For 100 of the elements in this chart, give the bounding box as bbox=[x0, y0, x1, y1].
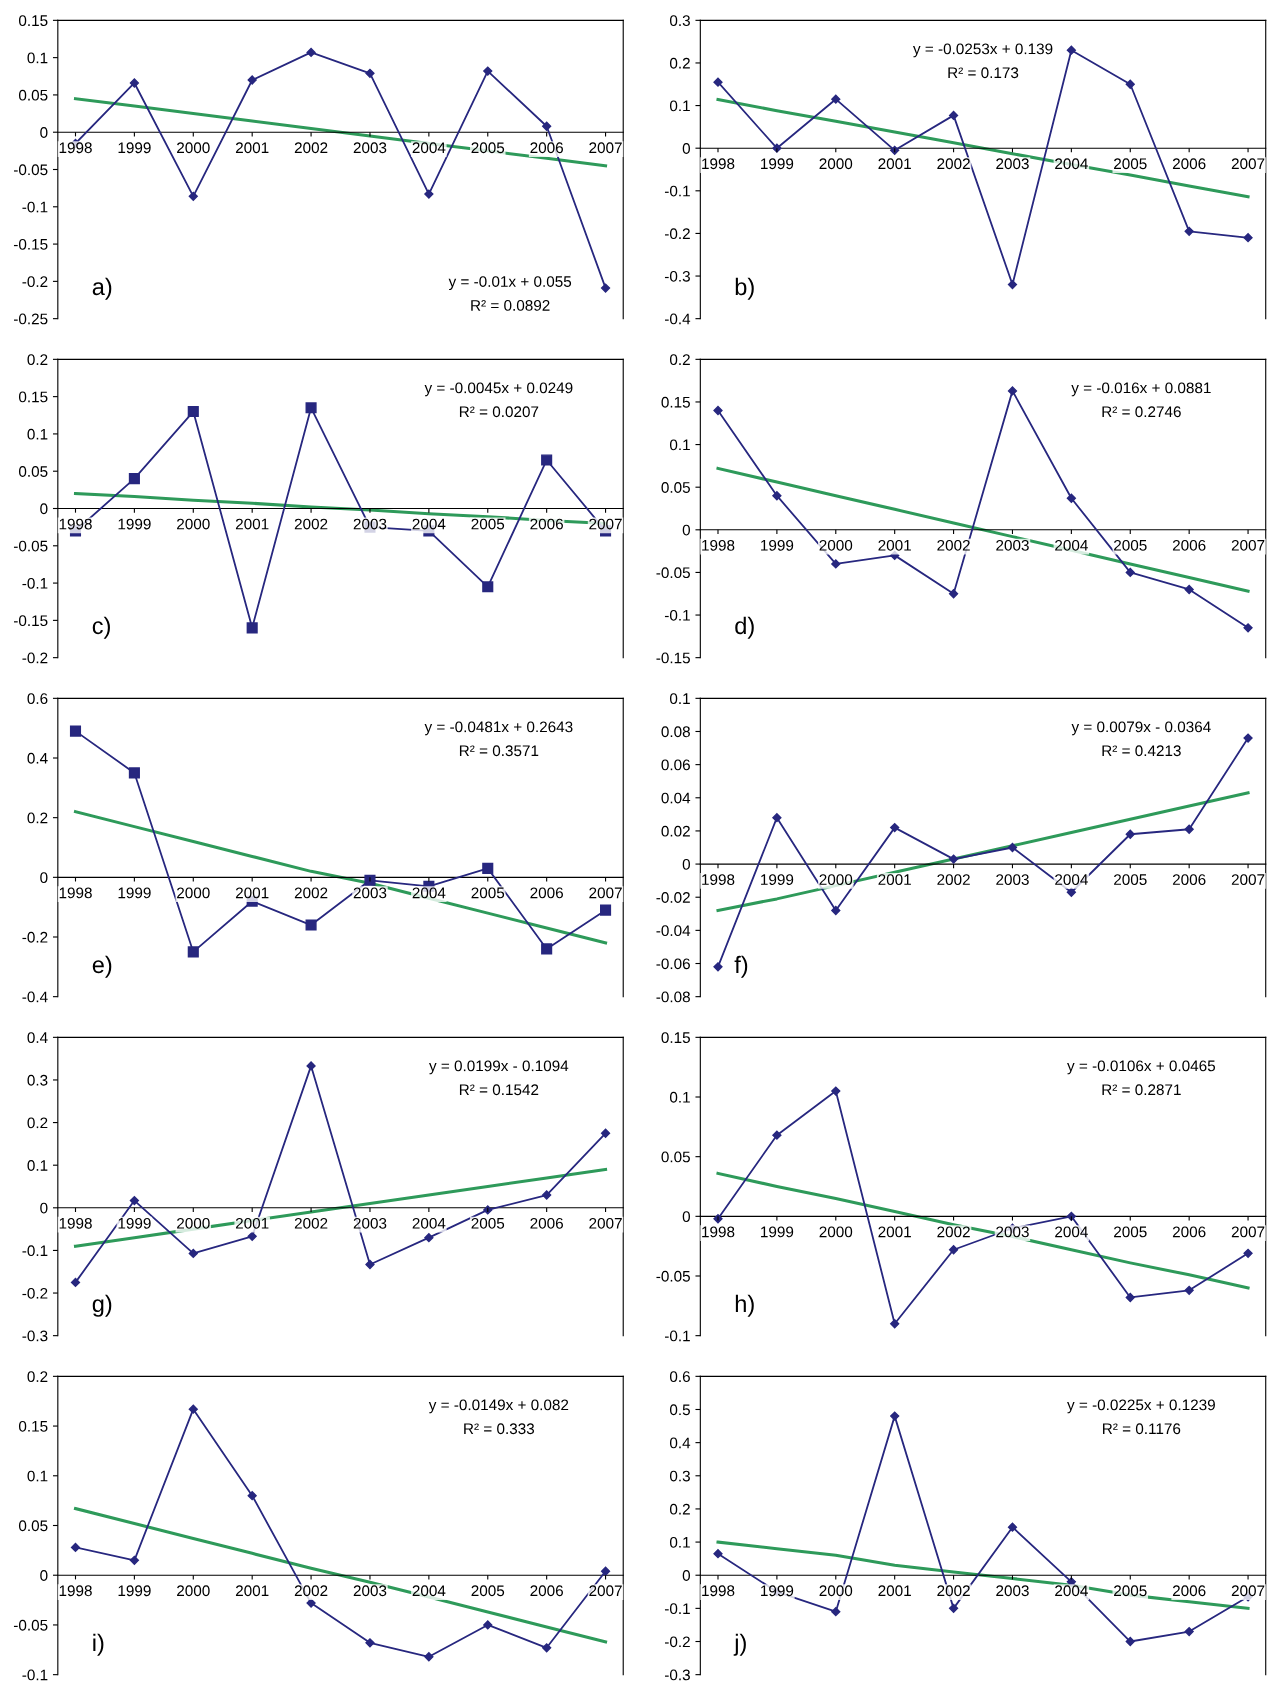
x-tick-label: 2007 bbox=[589, 518, 622, 530]
annotation: y = -0.0253x + 0.139 bbox=[912, 43, 1053, 58]
x-tick-label: 2000 bbox=[177, 1217, 210, 1229]
y-tick-label: 0.15 bbox=[18, 15, 48, 27]
y-tick-label: -0.05 bbox=[656, 567, 690, 579]
x-tick-label: 2006 bbox=[530, 142, 563, 154]
x-tick-label: 2006 bbox=[1172, 1226, 1206, 1238]
x-tick-label: 1999 bbox=[761, 539, 794, 551]
y-tick-label: -0.05 bbox=[13, 164, 48, 176]
x-tick-label: 2001 bbox=[235, 1217, 269, 1229]
x-tick-label: 2001 bbox=[235, 142, 269, 154]
y-tick-label: 0.1 bbox=[669, 1091, 690, 1103]
y-tick-label: -0.08 bbox=[656, 991, 690, 1003]
x-tick-label: 2005 bbox=[471, 142, 505, 154]
y-tick-label: 0.6 bbox=[27, 693, 48, 705]
y-tick-label: 0 bbox=[40, 127, 48, 138]
x-tick-label: 2002 bbox=[937, 1585, 970, 1597]
x-tick-label: 1999 bbox=[761, 874, 794, 886]
annotation: R² = 0.0892 bbox=[471, 300, 550, 311]
annotation: R² = 0.0207 bbox=[459, 406, 539, 418]
annotation: R² = 0.333 bbox=[464, 1423, 535, 1435]
y-tick-label: 0.2 bbox=[669, 354, 690, 366]
x-tick-label: 2006 bbox=[530, 887, 563, 899]
x-tick-label: 2001 bbox=[878, 874, 911, 886]
y-tick-label: 0.04 bbox=[661, 792, 691, 804]
x-tick-label: 2005 bbox=[471, 518, 505, 530]
x-tick-label: 2000 bbox=[819, 1585, 853, 1597]
x-tick-label: 1998 bbox=[59, 1217, 92, 1229]
x-tick-label: 2004 bbox=[412, 142, 446, 154]
x-tick-label: 1999 bbox=[761, 158, 794, 170]
y-tick-label: -0.05 bbox=[656, 1270, 690, 1282]
x-tick-label: 1998 bbox=[702, 539, 735, 551]
x-tick-label: 2003 bbox=[353, 1217, 387, 1229]
y-tick-label: 0.05 bbox=[661, 1151, 690, 1163]
x-tick-label: 2004 bbox=[412, 1585, 446, 1597]
annotation: R² = 0.1542 bbox=[459, 1084, 539, 1096]
annotation: e) bbox=[92, 955, 112, 978]
annotation: y = -0.01x + 0.055 bbox=[448, 276, 572, 290]
x-tick-label: 2007 bbox=[589, 142, 622, 154]
x-tick-label: 1998 bbox=[59, 142, 92, 154]
x-tick-label: 2002 bbox=[937, 1226, 970, 1238]
y-tick-label: -0.2 bbox=[22, 931, 48, 943]
x-tick-label: 2007 bbox=[1231, 1226, 1265, 1238]
y-tick-label: 0.2 bbox=[669, 1503, 690, 1515]
x-tick-label: 1998 bbox=[59, 1585, 92, 1597]
x-tick-label: 2007 bbox=[1231, 1585, 1265, 1597]
x-tick-label: 1999 bbox=[118, 1217, 151, 1229]
y-tick-label: 0.3 bbox=[669, 15, 690, 27]
x-tick-label: 1999 bbox=[118, 1585, 151, 1597]
x-tick-label: 2005 bbox=[471, 1217, 505, 1229]
y-tick-label: 0.2 bbox=[27, 1117, 48, 1129]
y-tick-label: 0.15 bbox=[18, 391, 48, 403]
y-tick-label: 0.1 bbox=[669, 693, 690, 705]
annotation: c) bbox=[92, 616, 110, 639]
y-tick-label: -0.2 bbox=[22, 652, 48, 664]
x-tick-label: 2001 bbox=[878, 158, 911, 170]
y-tick-label: 0.15 bbox=[661, 396, 690, 408]
x-tick-label: 2003 bbox=[353, 142, 387, 154]
y-tick-label: -0.1 bbox=[22, 201, 48, 213]
annotation: y = -0.0225x + 0.1239 bbox=[1067, 1399, 1215, 1414]
annotation: y = -0.0481x + 0.2643 bbox=[424, 721, 573, 736]
x-tick-label: 1999 bbox=[118, 142, 151, 154]
x-tick-label: 2003 bbox=[353, 887, 387, 899]
y-tick-label: -0.1 bbox=[22, 1245, 48, 1257]
annotation: y = 0.0199x - 0.1094 bbox=[429, 1060, 569, 1075]
x-tick-label: 2006 bbox=[530, 518, 563, 530]
annotation: i) bbox=[93, 1633, 104, 1656]
y-tick-label: 0.1 bbox=[27, 428, 48, 440]
x-tick-label: 1998 bbox=[702, 874, 735, 886]
x-tick-label: 2000 bbox=[177, 142, 210, 154]
x-tick-label: 2007 bbox=[589, 887, 622, 899]
annotation: y = -0.0149x + 0.082 bbox=[428, 1399, 569, 1414]
x-tick-label: 2004 bbox=[412, 887, 446, 899]
y-tick-label: 0 bbox=[682, 858, 691, 870]
annotation: R² = 0.4213 bbox=[1102, 745, 1181, 757]
x-tick-label: 2002 bbox=[937, 158, 970, 170]
x-tick-label: 2005 bbox=[1114, 874, 1147, 886]
y-tick-label: 0.08 bbox=[661, 726, 690, 738]
x-tick-label: 2002 bbox=[294, 518, 328, 530]
x-tick-label: 2004 bbox=[412, 518, 446, 530]
annotation: j) bbox=[733, 1633, 746, 1656]
y-tick-label: 0.05 bbox=[18, 466, 48, 477]
x-tick-label: 2001 bbox=[878, 539, 911, 551]
y-tick-label: -0.2 bbox=[22, 1287, 48, 1299]
y-tick-label: 0.2 bbox=[27, 354, 48, 366]
annotation: d) bbox=[735, 616, 754, 639]
y-tick-label: -0.15 bbox=[656, 652, 690, 664]
x-tick-label: 2002 bbox=[294, 887, 328, 899]
annotation: y = -0.016x + 0.0881 bbox=[1071, 382, 1211, 397]
x-tick-label: 2001 bbox=[235, 1585, 269, 1597]
y-tick-label: -0.2 bbox=[664, 1636, 690, 1648]
y-tick-label: -0.2 bbox=[22, 276, 48, 288]
y-tick-label: -0.3 bbox=[664, 1669, 690, 1681]
x-tick-label: 2002 bbox=[937, 539, 970, 551]
y-tick-label: 0 bbox=[40, 872, 48, 884]
x-tick-label: 2002 bbox=[294, 1585, 328, 1597]
x-tick-label: 2003 bbox=[353, 518, 387, 530]
x-tick-label: 2007 bbox=[1231, 158, 1265, 170]
y-tick-label: -0.05 bbox=[13, 540, 48, 552]
y-tick-label: -0.06 bbox=[656, 958, 690, 970]
